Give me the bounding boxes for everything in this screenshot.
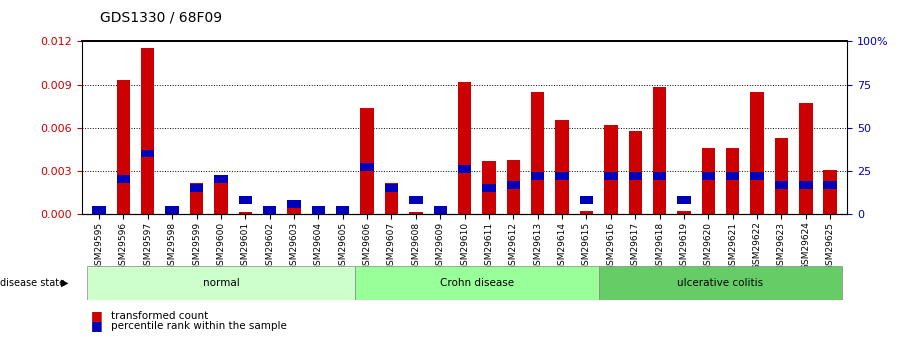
Text: normal: normal [202, 278, 240, 288]
Bar [579, 211, 593, 214]
Bar [824, 181, 837, 188]
Bar [604, 125, 618, 214]
Bar [507, 160, 520, 214]
Bar [214, 176, 228, 183]
Bar [189, 184, 203, 192]
Bar [117, 176, 130, 183]
Bar [361, 108, 374, 214]
Bar [166, 206, 179, 214]
Bar [531, 172, 545, 180]
Bar [214, 183, 228, 214]
Bar [482, 184, 496, 192]
Bar [824, 170, 837, 214]
Bar [117, 80, 130, 214]
Text: transformed count: transformed count [111, 311, 209, 321]
Bar [599, 266, 843, 300]
Bar [409, 196, 423, 204]
Bar [653, 87, 666, 214]
Bar [556, 120, 568, 214]
Bar [653, 172, 666, 180]
Bar [774, 138, 788, 214]
Bar [579, 196, 593, 204]
Bar [336, 213, 350, 214]
Bar [434, 206, 447, 214]
Bar [355, 266, 599, 300]
Bar [409, 212, 423, 214]
Bar [87, 266, 355, 300]
Bar [629, 172, 642, 180]
Bar [677, 196, 691, 204]
Bar [677, 211, 691, 214]
Bar [507, 181, 520, 188]
Bar [384, 183, 398, 214]
Bar [774, 181, 788, 188]
Bar [604, 172, 618, 180]
Bar [434, 213, 447, 214]
Bar [141, 150, 155, 157]
Bar [751, 92, 763, 214]
Bar [726, 148, 740, 214]
Text: GDS1330 / 68F09: GDS1330 / 68F09 [100, 10, 222, 24]
Text: disease state: disease state [0, 278, 65, 288]
Bar [239, 212, 252, 214]
Bar [141, 48, 155, 214]
Bar [361, 164, 374, 171]
Bar [751, 172, 763, 180]
Bar [384, 184, 398, 192]
Text: ▶: ▶ [61, 278, 68, 288]
Bar [189, 183, 203, 214]
Bar [239, 196, 252, 204]
Bar [531, 92, 545, 214]
Text: Crohn disease: Crohn disease [440, 278, 514, 288]
Bar [458, 165, 471, 173]
Bar [287, 206, 301, 214]
Text: percentile rank within the sample: percentile rank within the sample [111, 321, 287, 331]
Bar [263, 206, 276, 214]
Bar [312, 206, 325, 214]
Bar [336, 206, 350, 214]
Bar [482, 161, 496, 214]
Bar [629, 131, 642, 214]
Bar [701, 172, 715, 180]
Text: ■: ■ [91, 319, 103, 333]
Bar [287, 200, 301, 207]
Bar [799, 181, 813, 188]
Bar [701, 148, 715, 214]
Text: ■: ■ [91, 309, 103, 322]
Text: ulcerative colitis: ulcerative colitis [678, 278, 763, 288]
Bar [458, 82, 471, 214]
Bar [92, 213, 106, 214]
Bar [726, 172, 740, 180]
Bar [556, 172, 568, 180]
Bar [799, 103, 813, 214]
Bar [92, 206, 106, 214]
